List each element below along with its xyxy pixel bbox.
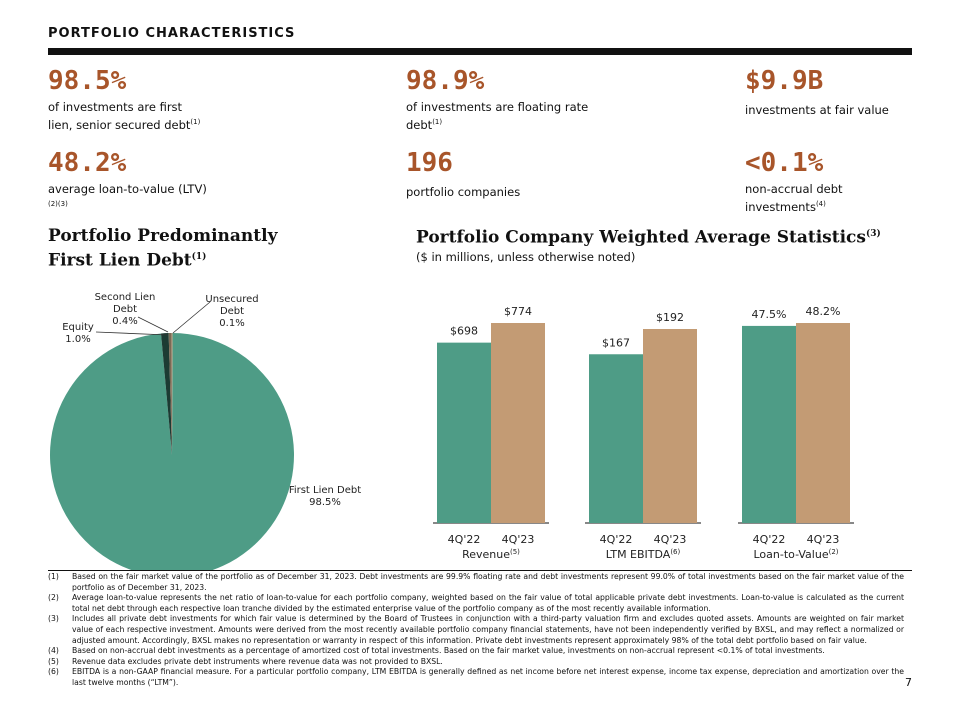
stat-value: 98.9% — [406, 66, 485, 96]
stat-value: 48.2% — [48, 148, 127, 178]
pie-slice — [50, 333, 295, 570]
footnote-text: Based on non-accrual debt investments as… — [72, 646, 825, 656]
footnote-number: (3) — [48, 614, 59, 624]
pie-section-title: Portfolio Predominantly First Lien Debt(1… — [48, 226, 278, 271]
stat-non-accrual: <0.1% non-accrual debt investments(4) — [745, 148, 875, 215]
stat-desc: of investments are floating rate debt(1) — [406, 100, 589, 132]
bar — [796, 323, 850, 523]
pie-slice — [161, 333, 172, 455]
pie-leader-line — [95, 331, 169, 336]
footnote-number: (2) — [48, 593, 59, 603]
footnote-number: (6) — [48, 667, 59, 677]
bar-value-label: 47.5% — [752, 308, 787, 321]
footnote-text: Revenue data excludes private debt instr… — [72, 656, 443, 666]
pie-label: 0.4% — [112, 316, 137, 327]
bar — [491, 323, 545, 523]
bar-group-label: LTM EBITDA(6) — [606, 548, 681, 561]
pie-label: 0.1% — [219, 318, 244, 329]
stat-value: 196 — [406, 148, 453, 178]
bar — [437, 342, 491, 523]
footnote: (2) Average loan-to-value represents the … — [48, 593, 904, 614]
stat-value: <0.1% — [745, 148, 824, 178]
footnote-text: Based on the fair market value of the po… — [72, 572, 904, 592]
bar — [589, 354, 643, 523]
footnote: (3) Includes all private debt investments… — [48, 614, 904, 646]
bar-category-label: 4Q'22 — [448, 533, 481, 546]
pie-slice — [171, 333, 173, 455]
bar-value-label: $192 — [656, 311, 684, 324]
stat-floating-rate: 98.9% of investments are floating rate d… — [406, 66, 606, 133]
footnote-text: EBITDA is a non-GAAP financial measure. … — [72, 667, 904, 687]
footnote: (1) Based on the fair market value of the… — [48, 572, 904, 593]
footnote-number: (4) — [48, 646, 59, 656]
bar-category-label: 4Q'22 — [753, 533, 786, 546]
stat-desc: of investments are first lien, senior se… — [48, 100, 201, 132]
pie-leader-line — [172, 301, 211, 334]
stat-desc: non-accrual debt investments(4) — [745, 182, 843, 214]
bar-group-label: Revenue(5) — [462, 548, 520, 561]
page-number: 7 — [905, 676, 912, 689]
bar-category-label: 4Q'23 — [654, 533, 687, 546]
pie-label: Debt — [220, 306, 244, 317]
bar — [643, 329, 697, 523]
footnote-text: Includes all private debt investments fo… — [72, 614, 904, 645]
pie-label: Second Lien — [95, 292, 156, 303]
footnote-number: (1) — [48, 572, 59, 581]
stat-desc: investments at fair value — [745, 102, 889, 117]
pie-label: 98.5% — [309, 497, 341, 508]
bar-category-label: 4Q'22 — [600, 533, 633, 546]
pie-label: 1.0% — [65, 334, 90, 345]
footnote: (5) Revenue data excludes private debt in… — [48, 657, 904, 668]
stat-ltv: 48.2% average loan-to-value (LTV)(2)(3) — [48, 148, 208, 215]
bar-value-label: $167 — [602, 336, 630, 349]
pie-label: Equity — [62, 322, 94, 333]
bar-group-label: Loan-to-Value(2) — [753, 548, 838, 561]
footnote: (6) EBITDA is a non-GAAP financial measur… — [48, 667, 904, 688]
page-title: PORTFOLIO CHARACTERISTICS — [48, 26, 296, 41]
bar-value-label: $698 — [450, 325, 478, 338]
bar-category-label: 4Q'23 — [807, 533, 840, 546]
stat-portfolio-companies: 196 portfolio companies — [406, 148, 606, 200]
stat-desc: average loan-to-value (LTV)(2)(3) — [48, 182, 207, 208]
bar-section-title: Portfolio Company Weighted Average Stati… — [416, 227, 881, 248]
footnote-text: Average loan-to-value represents the net… — [72, 593, 904, 613]
footnote-rule — [48, 570, 912, 571]
pie-label: Unsecured — [205, 294, 258, 305]
bar-value-label: 48.2% — [806, 305, 841, 318]
pie-label: Debt — [113, 304, 137, 315]
stat-value: 98.5% — [48, 66, 127, 96]
stat-desc: portfolio companies — [406, 184, 521, 199]
pie-slice — [168, 333, 172, 455]
stat-value: $9.9B — [745, 66, 824, 96]
bar-category-label: 4Q'23 — [502, 533, 535, 546]
footnote: (4) Based on non-accrual debt investments… — [48, 646, 904, 657]
pie-label: First Lien Debt — [289, 485, 361, 496]
bar-chart: $698 4Q'22 $774 4Q'23 Revenue(5) $167 4Q'22 $19… — [433, 305, 854, 561]
footnotes: (1) Based on the fair market value of the… — [48, 572, 904, 689]
footnote-number: (5) — [48, 656, 59, 666]
bar — [742, 325, 796, 523]
bar-section-subtitle: ($ in millions, unless otherwise noted) — [416, 250, 636, 264]
pie-leader-line — [137, 316, 169, 333]
bar-value-label: $774 — [504, 305, 532, 318]
title-rule — [48, 48, 912, 55]
stat-fair-value: $9.9B investments at fair value — [745, 66, 910, 118]
stat-first-lien: 98.5% of investments are first lien, sen… — [48, 66, 208, 133]
